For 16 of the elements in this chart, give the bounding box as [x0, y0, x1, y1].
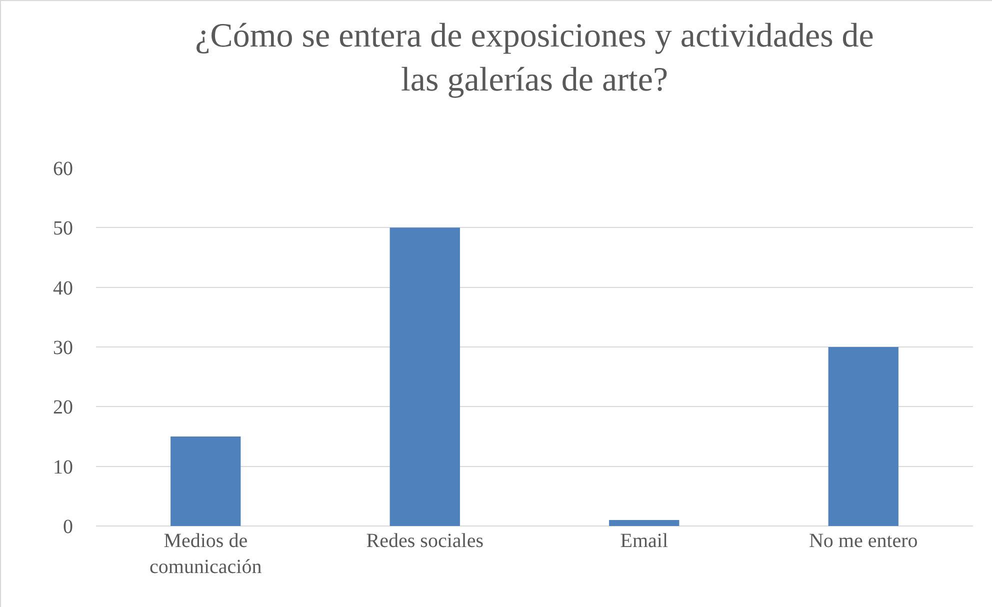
bar — [828, 347, 898, 526]
x-tick-label: Redes sociales — [366, 530, 484, 552]
y-tick-label: 0 — [63, 516, 73, 538]
y-tick-label: 60 — [53, 158, 73, 180]
bar — [170, 436, 241, 526]
chart-title: ¿Cómo se entera de exposiciones y actividades de las galerías de arte? — [195, 18, 874, 99]
x-tick-label: Medios de comunicación — [150, 530, 262, 578]
y-tick-label: 10 — [53, 456, 73, 478]
y-tick-label: 30 — [53, 337, 73, 359]
bar — [609, 520, 680, 526]
x-tick-label: No me entero — [808, 530, 918, 552]
y-tick-label: 40 — [53, 277, 73, 300]
y-tick-label: 20 — [53, 396, 73, 419]
bar — [390, 228, 460, 526]
x-tick-label: Email — [620, 530, 668, 552]
y-tick-label: 50 — [53, 218, 73, 240]
